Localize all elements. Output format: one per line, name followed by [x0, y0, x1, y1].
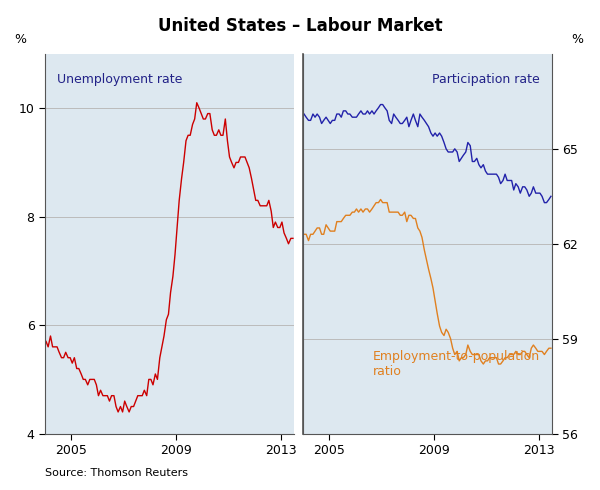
Text: Participation rate: Participation rate — [433, 73, 540, 86]
Text: %: % — [14, 33, 26, 46]
Text: Employment-to-population
ratio: Employment-to-population ratio — [373, 350, 540, 378]
Text: Source: Thomson Reuters: Source: Thomson Reuters — [45, 468, 188, 478]
Text: %: % — [571, 33, 583, 46]
Text: Unemployment rate: Unemployment rate — [58, 73, 183, 86]
Text: United States – Labour Market: United States – Labour Market — [158, 17, 442, 35]
